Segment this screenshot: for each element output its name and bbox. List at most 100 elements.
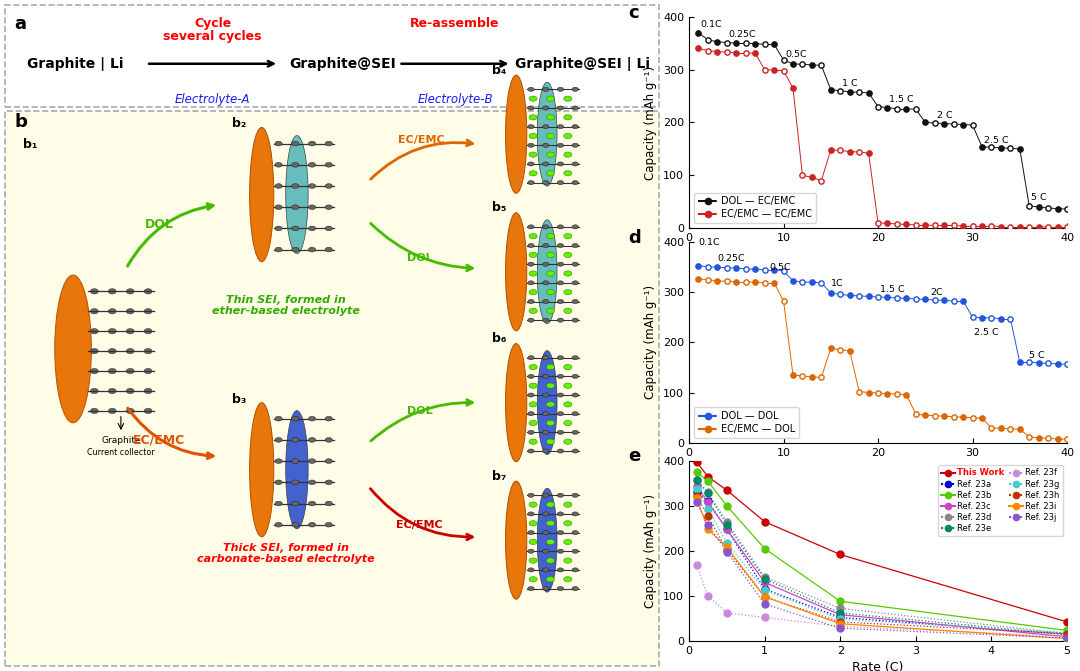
Ellipse shape — [292, 226, 299, 231]
Ellipse shape — [564, 289, 572, 295]
Ellipse shape — [108, 368, 117, 374]
Ellipse shape — [537, 488, 557, 592]
Ellipse shape — [309, 248, 315, 252]
Ellipse shape — [572, 225, 579, 229]
Ellipse shape — [542, 356, 549, 360]
Text: several cycles: several cycles — [163, 30, 261, 43]
Ellipse shape — [126, 309, 134, 314]
Ellipse shape — [572, 280, 579, 285]
Text: Thin SEI, formed in
ether-based electrolyte: Thin SEI, formed in ether-based electrol… — [212, 295, 360, 316]
Ellipse shape — [546, 383, 554, 389]
Ellipse shape — [292, 416, 299, 421]
Ellipse shape — [528, 430, 535, 434]
Ellipse shape — [564, 558, 572, 563]
Ellipse shape — [529, 152, 537, 157]
Ellipse shape — [546, 502, 554, 507]
Ellipse shape — [126, 368, 134, 374]
Ellipse shape — [546, 134, 554, 139]
Ellipse shape — [564, 170, 572, 176]
Ellipse shape — [275, 205, 282, 209]
Ellipse shape — [528, 393, 535, 397]
Text: Electrolyte-A: Electrolyte-A — [175, 93, 251, 105]
Ellipse shape — [126, 389, 134, 394]
Y-axis label: Capacity (mAh g⁻¹): Capacity (mAh g⁻¹) — [645, 285, 658, 399]
Ellipse shape — [542, 180, 549, 185]
Ellipse shape — [572, 318, 579, 322]
Ellipse shape — [108, 309, 117, 314]
Ellipse shape — [557, 356, 564, 360]
Ellipse shape — [564, 420, 572, 425]
Ellipse shape — [292, 162, 299, 167]
Ellipse shape — [546, 521, 554, 526]
Ellipse shape — [529, 234, 537, 239]
Ellipse shape — [309, 459, 315, 464]
Ellipse shape — [91, 408, 98, 413]
Ellipse shape — [275, 437, 282, 442]
Ellipse shape — [528, 549, 535, 554]
Ellipse shape — [542, 411, 549, 416]
Ellipse shape — [557, 393, 564, 397]
Ellipse shape — [529, 539, 537, 545]
Text: 0.5C: 0.5C — [785, 50, 807, 59]
Ellipse shape — [325, 416, 333, 421]
Ellipse shape — [325, 205, 333, 209]
Text: 2 C: 2 C — [936, 111, 953, 120]
Ellipse shape — [564, 271, 572, 276]
Text: DOL: DOL — [145, 218, 174, 231]
Ellipse shape — [144, 408, 152, 413]
Ellipse shape — [292, 480, 299, 484]
Ellipse shape — [572, 374, 579, 378]
Y-axis label: Capacity (mAh g⁻¹): Capacity (mAh g⁻¹) — [645, 65, 658, 180]
Text: Graphite@SEI | Li: Graphite@SEI | Li — [515, 57, 650, 70]
Ellipse shape — [529, 289, 537, 295]
Ellipse shape — [542, 143, 549, 148]
Ellipse shape — [542, 549, 549, 554]
Text: 2.5 C: 2.5 C — [974, 328, 999, 337]
Ellipse shape — [325, 459, 333, 464]
Ellipse shape — [572, 586, 579, 590]
Ellipse shape — [292, 522, 299, 527]
Ellipse shape — [546, 402, 554, 407]
Ellipse shape — [557, 162, 564, 166]
Ellipse shape — [572, 393, 579, 397]
Ellipse shape — [529, 420, 537, 425]
Ellipse shape — [528, 125, 535, 129]
Ellipse shape — [546, 364, 554, 370]
Ellipse shape — [529, 115, 537, 120]
Ellipse shape — [557, 299, 564, 303]
Text: 2C: 2C — [930, 288, 943, 297]
Ellipse shape — [542, 162, 549, 166]
Ellipse shape — [557, 493, 564, 497]
Ellipse shape — [126, 348, 134, 354]
Text: Graphite | Li: Graphite | Li — [27, 57, 123, 70]
Text: e: e — [629, 447, 640, 464]
Ellipse shape — [528, 87, 535, 91]
Ellipse shape — [557, 106, 564, 110]
Ellipse shape — [542, 106, 549, 110]
Ellipse shape — [557, 411, 564, 416]
Text: 1.5 C: 1.5 C — [890, 95, 914, 105]
Ellipse shape — [275, 459, 282, 464]
Text: 1 C: 1 C — [842, 79, 858, 88]
Ellipse shape — [91, 368, 98, 374]
Ellipse shape — [542, 125, 549, 129]
Text: 0.1C: 0.1C — [699, 238, 720, 246]
Ellipse shape — [542, 531, 549, 535]
Text: 5 C: 5 C — [1031, 193, 1047, 202]
Ellipse shape — [564, 383, 572, 389]
Ellipse shape — [249, 127, 274, 262]
Ellipse shape — [537, 83, 557, 186]
Ellipse shape — [529, 96, 537, 101]
Ellipse shape — [537, 220, 557, 323]
Ellipse shape — [528, 225, 535, 229]
Ellipse shape — [557, 586, 564, 590]
Y-axis label: Capacity (mAh g⁻¹): Capacity (mAh g⁻¹) — [645, 494, 658, 608]
Ellipse shape — [55, 275, 92, 423]
Ellipse shape — [108, 389, 117, 394]
Ellipse shape — [572, 549, 579, 554]
Text: 2.5 C: 2.5 C — [984, 136, 1009, 145]
Ellipse shape — [309, 522, 315, 527]
Ellipse shape — [557, 262, 564, 266]
Ellipse shape — [528, 180, 535, 185]
Ellipse shape — [528, 411, 535, 416]
